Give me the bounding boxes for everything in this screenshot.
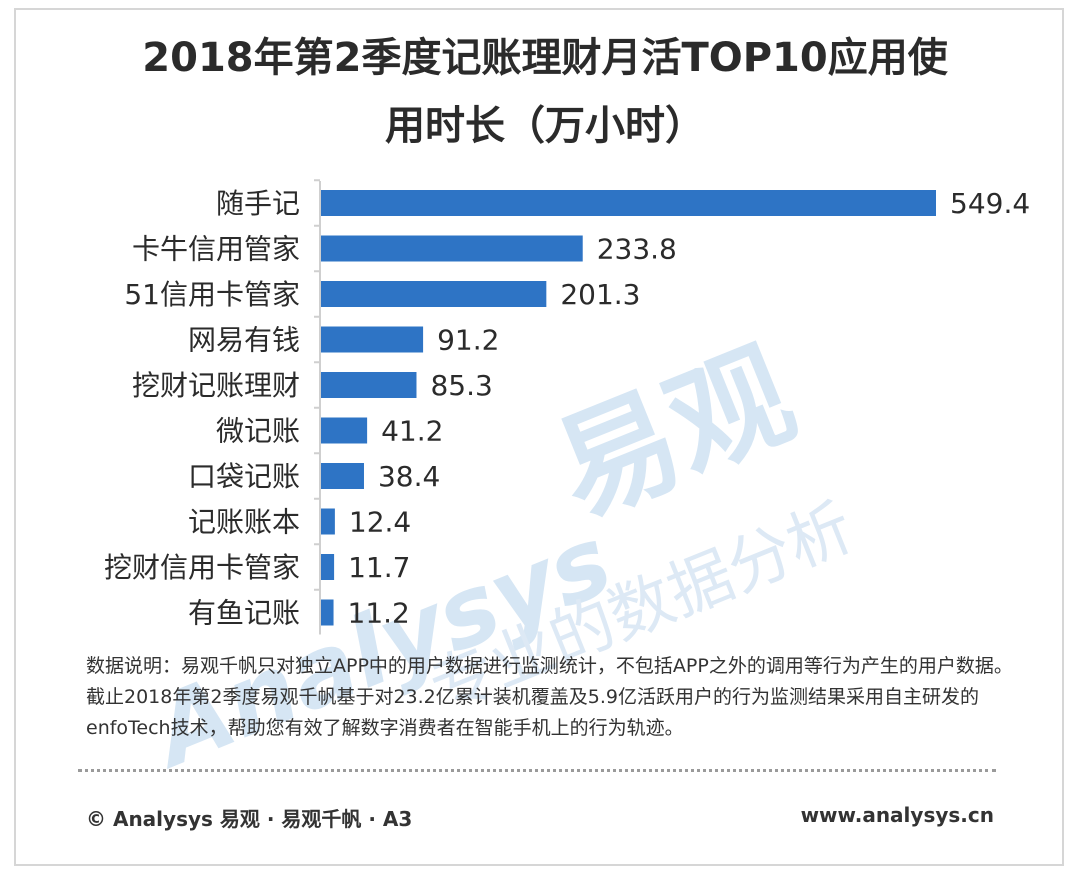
chart-title-line2: 用时长（万小时）	[385, 103, 705, 149]
bar	[321, 235, 583, 262]
footer-website: www.analysys.cn	[800, 803, 994, 827]
category-label: 记账账本	[188, 506, 300, 539]
category-label: 有鱼记账	[188, 597, 300, 630]
value-label: 11.2	[348, 597, 410, 630]
footer-copyright: © Analysys 易观 · 易观千帆 · A3	[86, 807, 413, 831]
chart-frame	[14, 8, 1064, 866]
value-label: 41.2	[381, 415, 443, 448]
data-note: 数据说明：易观千帆只对独立APP中的用户数据进行监测统计，不包括APP之外的调用…	[86, 655, 1013, 739]
category-label: 口袋记账	[188, 460, 300, 493]
bar	[321, 326, 424, 353]
bar	[321, 463, 364, 489]
dotted-divider	[78, 769, 996, 772]
bar	[321, 372, 417, 398]
category-label: 51信用卡管家	[124, 278, 300, 311]
value-label: 549.4	[950, 187, 1030, 220]
value-label: 11.7	[348, 551, 410, 584]
value-label: 38.4	[378, 460, 440, 493]
value-label: 233.8	[597, 233, 677, 266]
bar	[321, 281, 547, 307]
bar	[321, 599, 334, 626]
bar	[321, 190, 936, 216]
category-label: 挖财信用卡管家	[104, 551, 300, 584]
chart-title: 2018年第2季度记账理财月活TOP10应用使 用时长（万小时）	[0, 24, 1080, 160]
category-label: 网易有钱	[188, 324, 300, 357]
value-label: 85.3	[430, 369, 492, 402]
bar-chart: 随手记 549.4 卡牛信用管家 233.8 51信用卡管家 201.3 网易有钱 91.2 挖…	[104, 179, 1030, 635]
category-label: 微记账	[216, 415, 300, 448]
category-label: 挖财记账理财	[132, 369, 300, 402]
bar	[321, 554, 335, 580]
category-label: 随手记	[216, 187, 300, 220]
value-label: 201.3	[560, 278, 640, 311]
value-label: 91.2	[437, 324, 499, 357]
bar	[321, 417, 368, 444]
chart-title-line1: 2018年第2季度记账理财月活TOP10应用使	[142, 35, 948, 81]
value-label: 12.4	[349, 506, 411, 539]
category-label: 卡牛信用管家	[132, 233, 300, 266]
bar	[321, 508, 335, 535]
